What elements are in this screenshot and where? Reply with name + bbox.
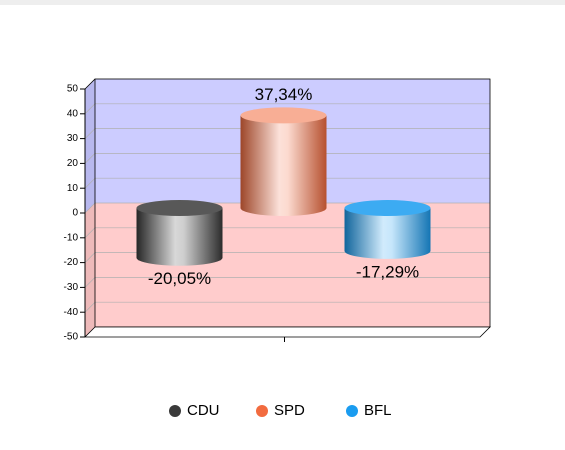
value-label: -17,29%: [356, 262, 419, 281]
grid-line-side: [84, 252, 96, 263]
cylinder: [240, 115, 327, 216]
legend-marker: [169, 405, 181, 417]
legend-marker: [256, 405, 268, 417]
left-wall-negative: [85, 203, 95, 337]
y-tick-label: 30: [67, 133, 79, 144]
grid-line-side: [84, 153, 96, 164]
legend-label: SPD: [274, 402, 305, 419]
y-tick-label: -50: [64, 332, 79, 343]
left-wall-positive: [85, 79, 95, 213]
grid-line-side: [84, 177, 96, 189]
y-tick-label: -10: [64, 232, 79, 243]
value-label: -20,05%: [148, 269, 211, 288]
y-tick-label: -20: [64, 257, 79, 268]
cylinder-top: [344, 200, 431, 216]
grid-line-side: [84, 301, 96, 313]
grid-line-side: [84, 202, 96, 214]
y-tick-label: -40: [64, 307, 79, 318]
grid-line-side: [84, 128, 96, 139]
y-tick-label: 20: [67, 158, 79, 169]
y-tick-label: -30: [64, 282, 79, 293]
legend-label: BFL: [364, 402, 392, 419]
cylinder: [344, 208, 431, 259]
y-tick-label: 50: [67, 84, 79, 95]
floor: [84, 326, 491, 338]
legend-label: CDU: [187, 402, 220, 419]
value-label: 37,34%: [255, 85, 313, 104]
y-tick-label: 40: [67, 108, 79, 119]
cylinder: [136, 208, 223, 266]
cylinder-top: [136, 200, 223, 216]
grid-line-side: [84, 277, 96, 288]
y-tick-label: 0: [72, 208, 78, 219]
grid-line-side: [84, 227, 96, 239]
top-bar: [0, 0, 565, 5]
side-top: [84, 78, 96, 90]
grid-line-side: [84, 103, 96, 115]
legend-marker: [346, 405, 358, 417]
y-tick-label: 10: [67, 183, 79, 194]
cylinder-top: [240, 107, 327, 124]
